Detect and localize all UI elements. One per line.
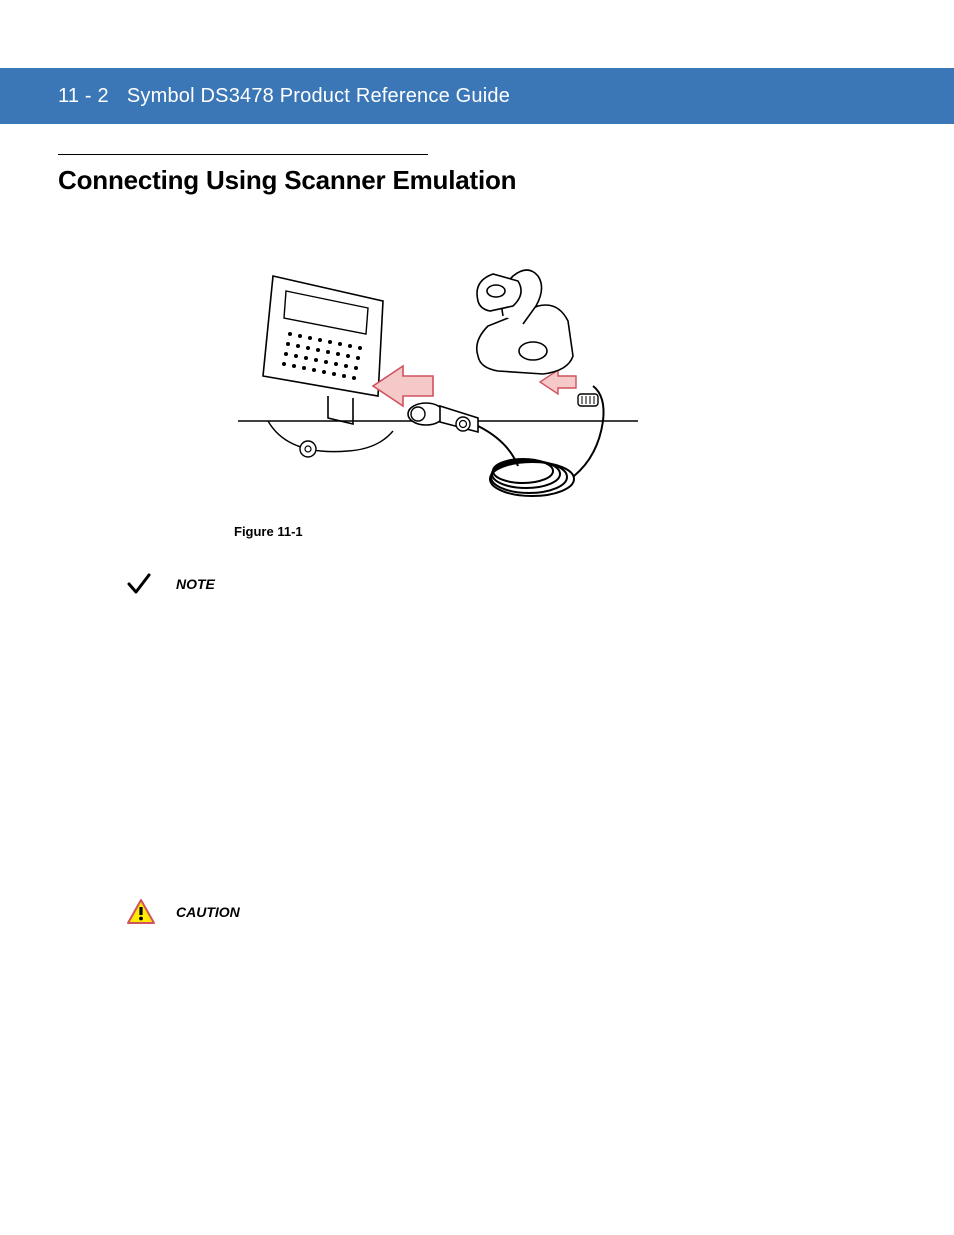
content-area: Connecting Using Scanner Emulation bbox=[58, 154, 896, 597]
mobile-terminal bbox=[263, 276, 383, 424]
caution-label: CAUTION bbox=[176, 904, 240, 920]
connection-arrow-icon bbox=[373, 366, 433, 406]
page-header: 11 - 2 Symbol DS3478 Product Reference G… bbox=[0, 68, 954, 124]
cradle-connector bbox=[578, 394, 598, 406]
figure: Figure 11-1 bbox=[178, 246, 698, 539]
checkmark-icon bbox=[126, 571, 152, 597]
note-label: NOTE bbox=[176, 576, 215, 592]
warning-triangle-icon bbox=[126, 898, 156, 926]
scanner-in-cradle bbox=[477, 270, 573, 374]
caution-block: CAUTION bbox=[126, 898, 240, 926]
cable-connector bbox=[408, 403, 478, 432]
section-rule bbox=[58, 154, 428, 155]
header-title: Symbol DS3478 Product Reference Guide bbox=[127, 85, 510, 108]
note-block: NOTE bbox=[126, 571, 896, 597]
section-title: Connecting Using Scanner Emulation bbox=[58, 165, 896, 196]
scanner-connection-diagram bbox=[178, 246, 698, 506]
page: 11 - 2 Symbol DS3478 Product Reference G… bbox=[0, 0, 954, 1235]
header-page-number: 11 - 2 bbox=[58, 85, 109, 108]
figure-caption: Figure 11-1 bbox=[234, 524, 698, 539]
